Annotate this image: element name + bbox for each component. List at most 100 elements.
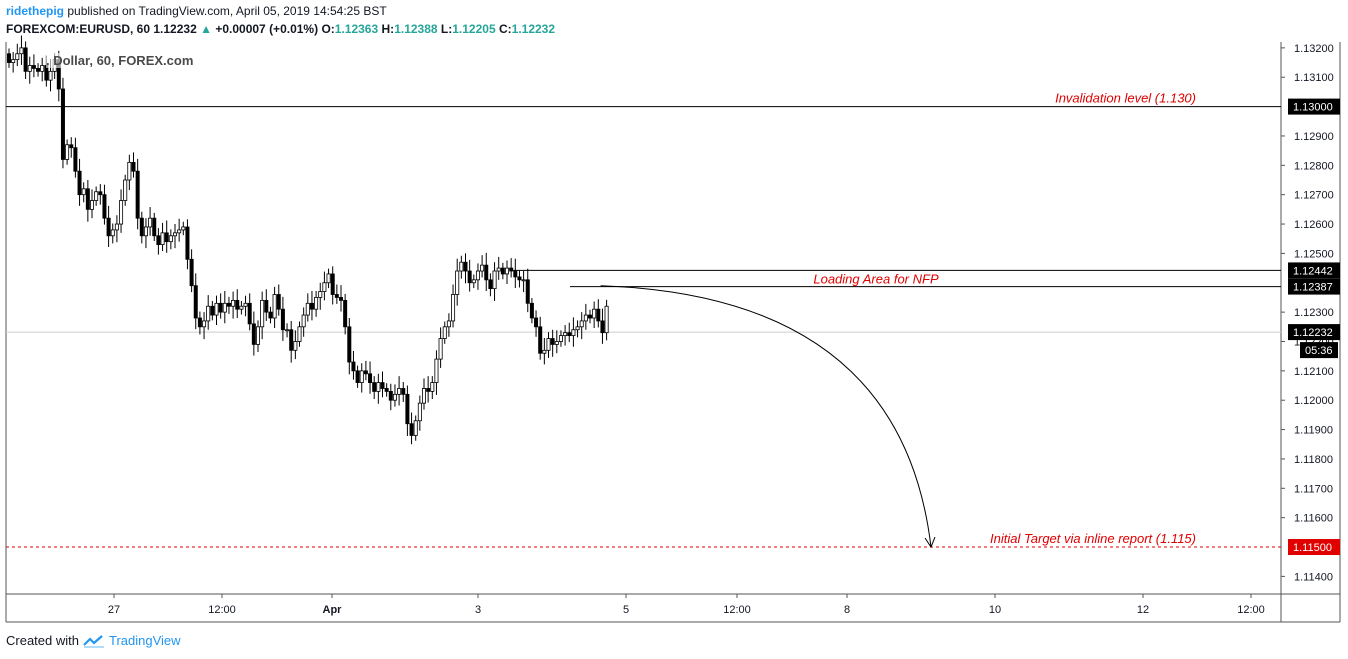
y-tick-label: 1.12600 <box>1294 219 1334 231</box>
candle-body <box>571 329 576 337</box>
candle-body <box>177 229 182 234</box>
candle-body <box>600 320 605 334</box>
high-value: 1.12388 <box>394 22 438 36</box>
open-value: 1.12363 <box>334 22 379 36</box>
candle-body <box>65 144 70 160</box>
candle-body <box>314 297 319 310</box>
open-label: O: <box>321 22 335 36</box>
price-marker <box>1300 342 1338 359</box>
candle-body <box>330 273 335 295</box>
x-tick-label: 10 <box>989 604 1001 616</box>
candle-body <box>380 382 385 389</box>
candle-body <box>15 53 20 61</box>
candle-body <box>40 65 45 72</box>
candle-body <box>542 349 547 354</box>
price-marker-label: 1.12387 <box>1293 282 1333 294</box>
candle-body <box>168 235 173 243</box>
candle-body <box>592 308 597 319</box>
candle-body <box>442 326 447 339</box>
candle-body <box>268 311 273 319</box>
candle-body <box>305 302 310 316</box>
tradingview-logo-icon <box>83 634 104 648</box>
price-marker-label: 05:36 <box>1305 345 1333 357</box>
candle-body <box>496 267 501 272</box>
tradingview-link[interactable]: TradingView <box>108 633 181 648</box>
price-marker-label: 1.12442 <box>1293 265 1333 277</box>
candle-body <box>206 305 211 322</box>
candle-body <box>567 332 572 337</box>
price-marker <box>1288 262 1340 279</box>
candle-body <box>247 302 252 325</box>
candle-body <box>588 314 593 319</box>
candle-body <box>438 338 443 360</box>
price-marker-label: 1.11500 <box>1293 542 1332 554</box>
candle-body <box>563 332 568 337</box>
candle-body <box>193 285 198 319</box>
candle-body <box>239 305 244 310</box>
footer: Created with TradingView <box>6 633 181 648</box>
candle-body <box>164 232 169 243</box>
candle-body <box>264 299 269 313</box>
candle-body <box>98 191 103 196</box>
y-axis: 1.11400 1.11600 1.11700 1.11800 1.11900 1.120… <box>1281 43 1340 583</box>
candle-body <box>23 47 28 72</box>
candle-body <box>231 299 236 307</box>
level-annotation: Invalidation level (1.130) <box>1055 91 1196 106</box>
candle-body <box>475 270 480 281</box>
candle-body <box>488 279 493 290</box>
candle-body <box>202 320 207 328</box>
candle-body <box>81 188 86 196</box>
candle-body <box>421 388 426 404</box>
candle-body <box>260 299 265 328</box>
x-tick-label: 12:00 <box>208 604 236 616</box>
candle-body <box>368 373 373 383</box>
candle-body <box>579 320 584 328</box>
candle-body <box>455 270 460 295</box>
x-tick-label: 12 <box>1137 604 1149 616</box>
candle-body <box>255 326 260 345</box>
candle-body <box>334 294 339 298</box>
x-tick-label: 3 <box>475 604 481 616</box>
x-tick-label: 12:00 <box>1237 604 1265 616</box>
candle-body <box>596 308 601 322</box>
candle-body <box>451 294 456 322</box>
candle-body <box>446 320 451 328</box>
last-price: 1.12232 <box>153 22 197 36</box>
close-value: 1.12232 <box>511 22 556 36</box>
candle-body <box>529 302 534 319</box>
candle-body <box>85 188 90 210</box>
candle-body <box>172 232 177 237</box>
y-tick-label: 1.11400 <box>1294 571 1333 583</box>
candle-body <box>197 317 202 328</box>
candle-body <box>135 170 140 219</box>
candle-body <box>347 326 352 363</box>
y-tick-label: 1.12300 <box>1294 307 1334 319</box>
candle-body <box>31 65 36 69</box>
candle-body <box>210 305 215 316</box>
projection-arrow <box>600 285 932 548</box>
low-value: 1.12205 <box>452 22 496 36</box>
candle-body <box>309 302 314 310</box>
candle-body <box>575 326 580 331</box>
candle-body <box>392 393 397 401</box>
candle-body <box>102 194 107 219</box>
author-link[interactable]: ridethepig <box>6 4 65 18</box>
candle-body <box>318 291 323 298</box>
candle-body <box>131 161 136 172</box>
candle-body <box>226 302 231 307</box>
y-tick-label: 1.13200 <box>1294 43 1334 55</box>
candle-body <box>558 335 563 342</box>
candle-body <box>235 299 240 310</box>
candle-body <box>359 370 364 383</box>
candle-body <box>338 297 343 301</box>
candle-body <box>106 217 111 237</box>
candle-body <box>534 317 539 328</box>
candle-body <box>504 267 509 275</box>
y-tick-label: 1.13100 <box>1294 72 1334 84</box>
y-tick-label: 1.11700 <box>1294 483 1333 495</box>
candle-body <box>413 420 418 436</box>
candle-body <box>434 358 439 383</box>
price-marker-label: 1.12232 <box>1293 327 1333 339</box>
candle-body <box>27 65 32 72</box>
